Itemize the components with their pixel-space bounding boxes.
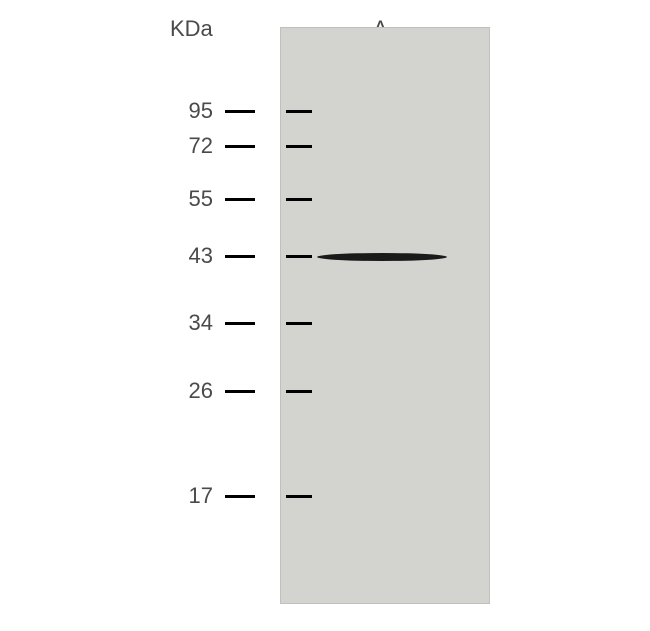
marker-label-26: 26 [163,378,213,404]
marker-tick-outer [225,110,255,113]
marker-tick-outer [225,495,255,498]
blot-lane [280,27,490,604]
marker-label-34: 34 [163,310,213,336]
units-label: KDa [170,16,213,42]
marker-tick-inner [286,495,312,498]
marker-tick-outer [225,390,255,393]
marker-tick-inner [286,255,312,258]
marker-tick-inner [286,390,312,393]
marker-label-72: 72 [163,133,213,159]
marker-tick-outer [225,198,255,201]
marker-tick-inner [286,322,312,325]
marker-tick-inner [286,110,312,113]
marker-tick-outer [225,322,255,325]
protein-band [317,253,447,261]
marker-label-43: 43 [163,243,213,269]
marker-label-95: 95 [163,98,213,124]
marker-tick-inner [286,198,312,201]
marker-label-17: 17 [163,483,213,509]
western-blot-figure: KDa A 95725543342617 [0,0,650,631]
marker-tick-outer [225,255,255,258]
marker-label-55: 55 [163,186,213,212]
marker-tick-outer [225,145,255,148]
marker-tick-inner [286,145,312,148]
